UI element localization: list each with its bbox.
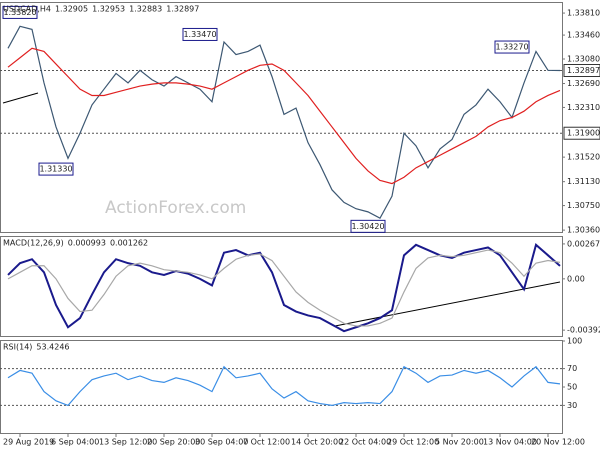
ohlc-value: 1.32883: [129, 5, 162, 14]
y-tick-label: 70: [567, 364, 577, 373]
annotation-box: [350, 219, 386, 233]
x-tick-label: 20 Sep 20:00: [147, 438, 200, 447]
level-label: 1.31900: [567, 129, 600, 138]
indicator-value: 0.000993: [68, 239, 106, 248]
annotation-label: 1.33270: [495, 43, 528, 52]
annotation-box: [38, 162, 74, 176]
annotation-label: 1.33820: [3, 8, 36, 17]
annotation-box: [494, 40, 530, 54]
x-tick-label: 30 Sep 04:00: [195, 438, 248, 447]
x-tick-label: 5 Nov 20:00: [435, 438, 484, 447]
x-tick-label: 22 Oct 04:00: [339, 438, 391, 447]
series-line: [7, 249, 561, 327]
y-tick-label: 1.31520: [567, 153, 600, 162]
ohlc-value: 1.32953: [92, 5, 125, 14]
indicator-name: MACD(12,26,9): [3, 239, 64, 248]
series-line: [7, 47, 561, 185]
y-tick-label: 0.002671: [567, 239, 600, 248]
y-tick-label: 30: [567, 401, 577, 410]
watermark: ActionForex.com: [105, 198, 246, 218]
y-tick-label: 1.32690: [567, 79, 600, 88]
y-tick-label: 0.00: [567, 274, 585, 283]
level-label: 1.32897: [567, 66, 600, 75]
annotation-label: 1.30420: [351, 222, 384, 231]
x-tick-label: 6 Sep 04:00: [51, 438, 99, 447]
x-tick-label: 29 Aug 2019: [3, 438, 54, 447]
x-tick-label: 29 Oct 12:00: [387, 438, 439, 447]
indicator-value: 53.4246: [36, 343, 69, 352]
price-panel: [0, 2, 563, 233]
annotation-label: 1.31330: [39, 165, 72, 174]
level-box: [563, 64, 600, 78]
symbol: USDCAD,H4: [3, 5, 51, 14]
x-tick-label: 13 Sep 12:00: [99, 438, 152, 447]
y-tick-label: 1.32310: [567, 103, 600, 112]
y-tick-label: 1.31130: [567, 177, 600, 186]
ohlc-value: 1.32897: [166, 5, 199, 14]
trendline: [2, 92, 39, 104]
annotation-box: [2, 5, 38, 19]
series-line: [7, 243, 561, 333]
ohlc-value: 1.32905: [55, 5, 88, 14]
macd-panel: [0, 236, 563, 337]
series-line: [7, 25, 561, 219]
y-tick-label: -0.003922: [567, 326, 600, 335]
y-tick-label: 1.30750: [567, 201, 600, 210]
x-tick-label: 7 Oct 12:00: [243, 438, 290, 447]
y-tick-label: 100: [567, 337, 582, 346]
indicator-name: RSI(14): [3, 343, 32, 352]
series-line: [7, 365, 561, 407]
annotation-label: 1.33470: [183, 30, 216, 39]
y-tick-label: 1.33080: [567, 54, 600, 63]
level-box: [563, 126, 600, 140]
indicator-value: 0.001262: [110, 239, 148, 248]
annotation-box: [182, 27, 218, 41]
x-tick-label: 20 Nov 12:00: [531, 438, 585, 447]
y-tick-label: 1.33460: [567, 31, 600, 40]
x-tick-label: 14 Oct 20:00: [291, 438, 343, 447]
trendline: [334, 281, 561, 327]
y-tick-label: 50: [567, 383, 577, 392]
y-tick-label: 1.30360: [567, 226, 600, 235]
x-tick-label: 13 Nov 04:00: [483, 438, 537, 447]
y-tick-label: 1.33810: [567, 9, 600, 18]
